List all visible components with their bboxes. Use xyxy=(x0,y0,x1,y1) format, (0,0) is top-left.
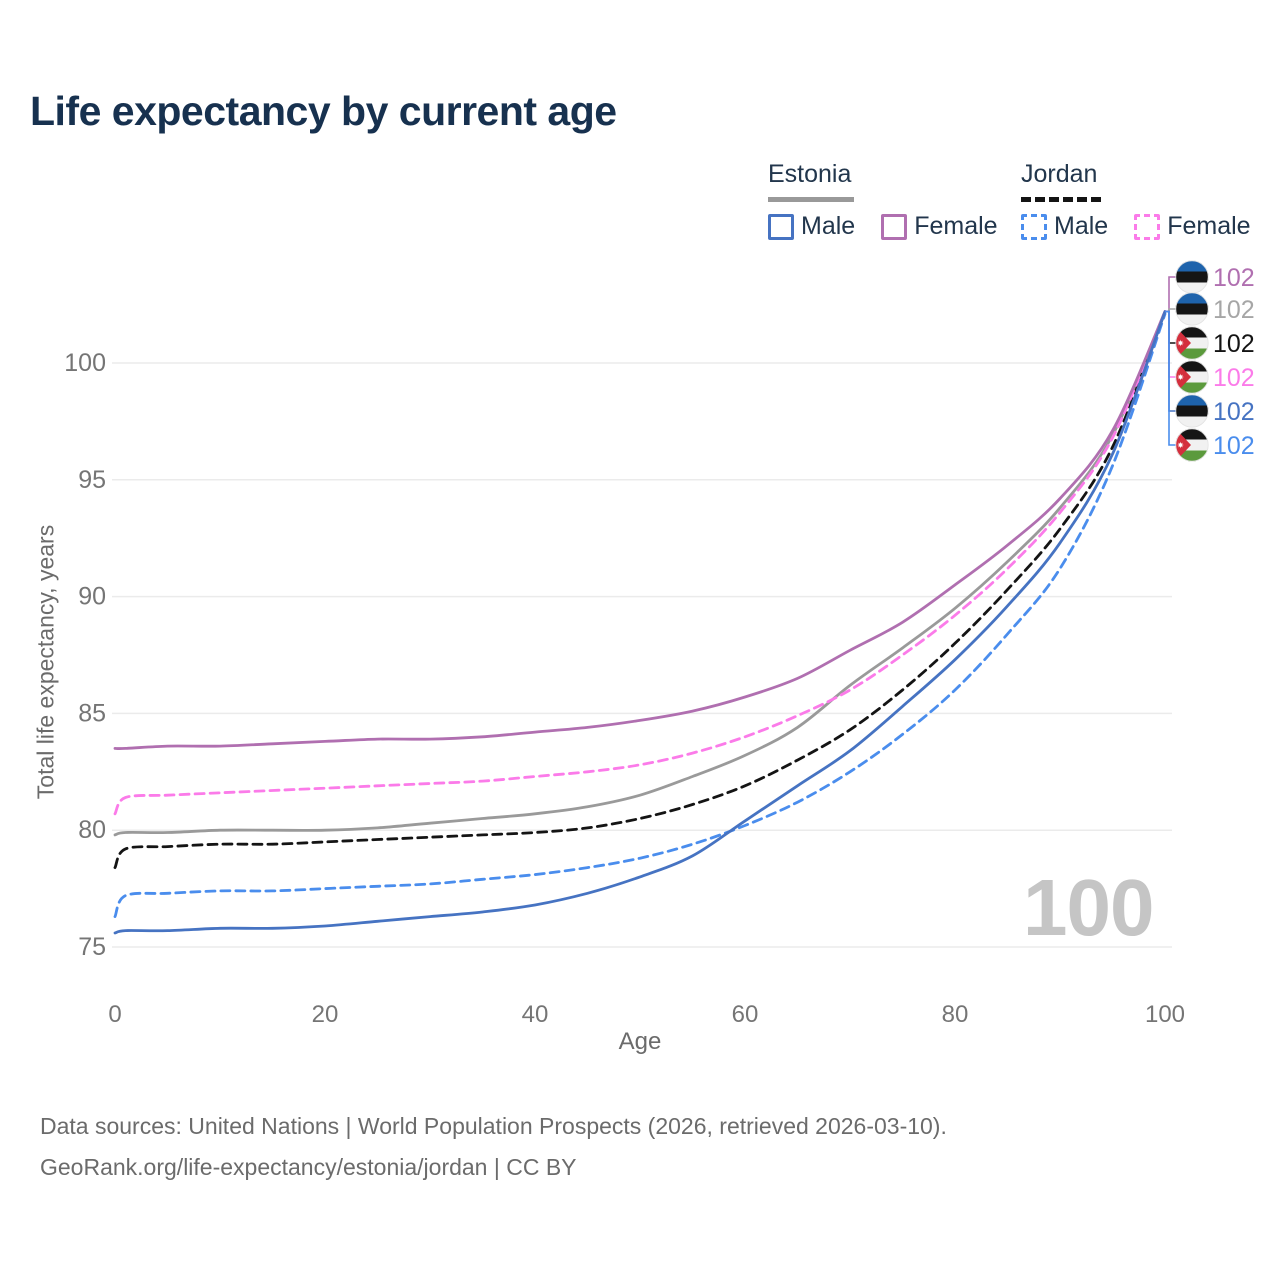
flag-band xyxy=(1175,292,1209,304)
end-label-leader xyxy=(1165,310,1176,344)
flag-outline xyxy=(1175,292,1209,326)
end-value-label: 102 xyxy=(1213,364,1255,392)
source-attribution: Data sources: United Nations | World Pop… xyxy=(40,1106,947,1188)
jordan-flag-icon xyxy=(1175,428,1209,462)
end-label-leader xyxy=(1165,310,1176,412)
jordan-dashed-line-swatch xyxy=(1021,197,1101,202)
page-title: Life expectancy by current age xyxy=(30,88,617,134)
flag-outline xyxy=(1175,394,1209,428)
legend-country-jordan[interactable]: Jordan xyxy=(1021,160,1098,188)
flag-band xyxy=(1175,303,1209,315)
end-value-label: 102 xyxy=(1213,432,1255,460)
x-tick-label: 80 xyxy=(942,1001,969,1028)
flag-band xyxy=(1175,326,1209,338)
estonia-flag-icon xyxy=(1175,394,1209,428)
series-line-estonia[interactable] xyxy=(113,310,1167,837)
end-label-leader xyxy=(1165,310,1176,378)
age-watermark: 100 xyxy=(1023,863,1154,952)
flag-band xyxy=(1175,394,1209,406)
flag-band xyxy=(1175,439,1209,451)
series-line-jordan[interactable] xyxy=(113,310,1167,869)
y-tick-label: 80 xyxy=(78,816,106,844)
y-tick-label: 85 xyxy=(78,699,106,727)
jordan-flag-icon xyxy=(1175,326,1209,360)
y-tick-label: 75 xyxy=(78,933,106,961)
y-tick-label: 95 xyxy=(78,466,106,494)
license-line: GeoRank.org/life-expectancy/estonia/jord… xyxy=(40,1154,577,1180)
legend-item-estonia-male[interactable]: Male xyxy=(768,212,855,241)
end-value-label: 102 xyxy=(1213,264,1255,292)
flag-band xyxy=(1175,337,1209,349)
flag-band xyxy=(1175,271,1209,283)
flag-outline xyxy=(1175,428,1209,462)
end-value-label: 102 xyxy=(1213,296,1255,324)
legend-group-estonia: Estonia Male Female xyxy=(768,160,998,241)
flag-star xyxy=(1177,373,1184,381)
flag-band xyxy=(1175,282,1209,294)
estonia-flag-icon xyxy=(1175,292,1209,326)
x-tick-label: 40 xyxy=(522,1001,549,1028)
legend-group-jordan: Jordan Male Female xyxy=(1021,160,1251,241)
series-line-estonia-male[interactable] xyxy=(113,310,1167,935)
end-label-leader xyxy=(1165,276,1176,313)
flag-outline xyxy=(1175,360,1209,394)
flag-band xyxy=(1175,428,1209,440)
y-axis-title: Total life expectancy, years xyxy=(32,524,59,800)
series-line-estonia-female[interactable] xyxy=(113,310,1167,750)
flag-band xyxy=(1175,360,1209,372)
legend-country-estonia[interactable]: Estonia xyxy=(768,160,852,188)
legend-item-label: Female xyxy=(1167,212,1251,240)
legend-item-estonia-female[interactable]: Female xyxy=(881,212,998,241)
legend-item-label: Male xyxy=(801,212,856,240)
estonia-male-swatch xyxy=(768,213,794,240)
jordan-female-swatch xyxy=(1134,213,1161,240)
end-value-label: 102 xyxy=(1213,398,1255,426)
y-tick-label: 90 xyxy=(78,583,106,611)
estonia-female-swatch xyxy=(881,213,908,240)
end-label-leader xyxy=(1165,310,1176,446)
flag-band xyxy=(1175,260,1209,272)
flag-star xyxy=(1177,339,1184,347)
flag-band xyxy=(1175,348,1209,360)
flag-band xyxy=(1175,450,1209,462)
x-tick-label: 60 xyxy=(732,1001,759,1028)
y-tick-label: 100 xyxy=(64,349,106,377)
flag-band xyxy=(1175,382,1209,394)
flag-band xyxy=(1175,405,1209,417)
estonia-flag-icon xyxy=(1175,260,1209,294)
x-tick-label: 20 xyxy=(312,1001,339,1028)
end-value-label: 102 xyxy=(1213,330,1255,358)
estonia-solid-line-swatch xyxy=(768,197,854,202)
flag-band xyxy=(1175,371,1209,383)
flag-outline xyxy=(1175,326,1209,360)
series-line-jordan-male[interactable] xyxy=(113,312,1167,918)
flag-band xyxy=(1175,416,1209,428)
jordan-male-swatch xyxy=(1021,213,1047,240)
jordan-flag-icon xyxy=(1175,360,1209,394)
flag-band xyxy=(1175,314,1209,326)
x-axis-title: Age xyxy=(618,1028,662,1055)
x-tick-label: 100 xyxy=(1145,1001,1185,1028)
series-line-jordan-female[interactable] xyxy=(113,310,1167,816)
flag-star xyxy=(1177,441,1184,449)
legend-item-label: Female xyxy=(914,212,998,240)
legend-item-label: Male xyxy=(1054,212,1109,240)
x-tick-label: 0 xyxy=(108,1001,121,1028)
legend-item-jordan-male[interactable]: Male xyxy=(1021,212,1108,241)
legend-item-jordan-female[interactable]: Female xyxy=(1134,212,1251,241)
data-sources-line: Data sources: United Nations | World Pop… xyxy=(40,1113,947,1139)
